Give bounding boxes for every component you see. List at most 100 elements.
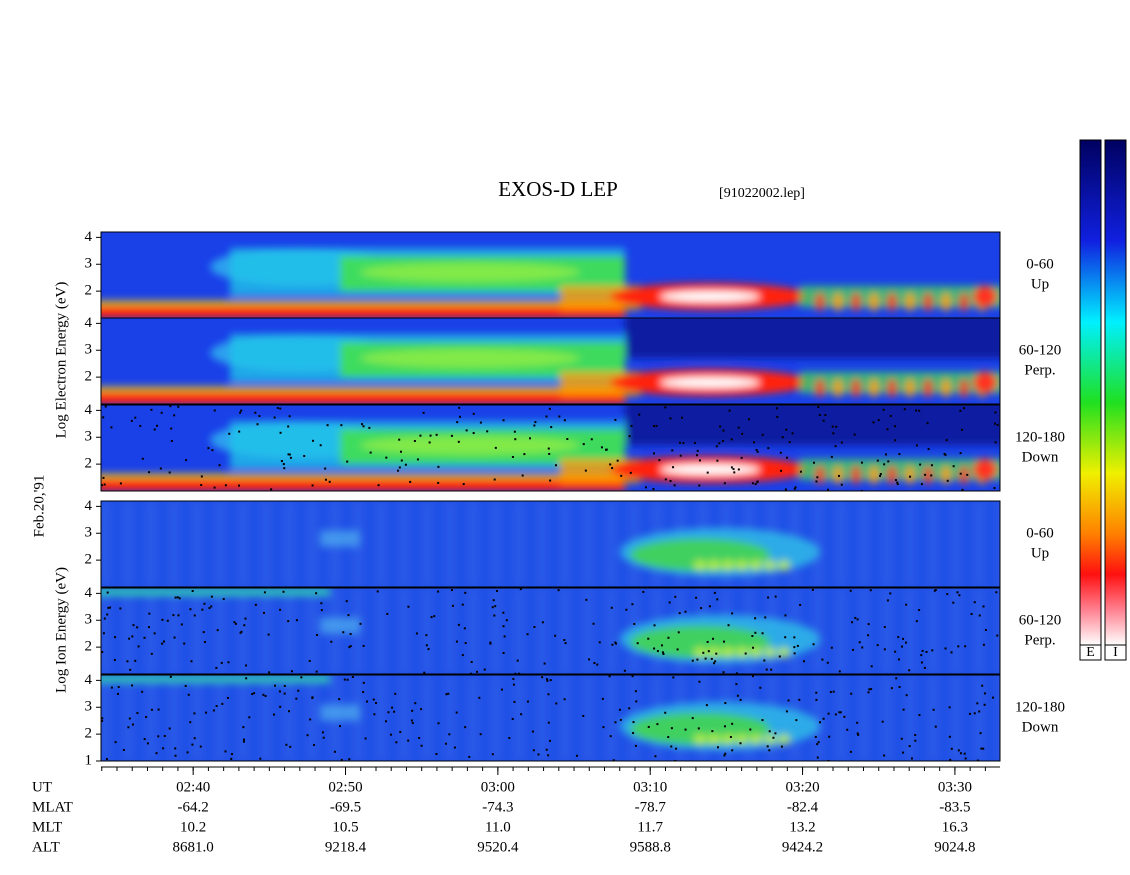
noise bbox=[670, 727, 673, 730]
noise bbox=[303, 454, 306, 457]
angle-label: 60-120 bbox=[1019, 612, 1062, 628]
spectrum-patch bbox=[952, 675, 960, 761]
color-bar-label-box bbox=[1104, 644, 1127, 661]
blobs bbox=[101, 248, 1000, 318]
noise bbox=[970, 612, 973, 615]
spectrum-patch bbox=[193, 675, 201, 761]
spectrum-patch bbox=[584, 675, 592, 761]
noise bbox=[668, 601, 671, 604]
noise bbox=[976, 759, 979, 761]
noise bbox=[283, 692, 286, 695]
noise bbox=[193, 712, 196, 715]
noise bbox=[288, 453, 291, 456]
noise bbox=[925, 650, 928, 653]
spectrum-patch bbox=[285, 588, 293, 674]
noise bbox=[494, 605, 497, 608]
noise bbox=[322, 736, 325, 739]
noise bbox=[351, 676, 354, 679]
noise bbox=[279, 431, 282, 434]
noise bbox=[672, 466, 675, 469]
noise bbox=[698, 680, 701, 683]
noise bbox=[463, 627, 466, 630]
spectrum-patch bbox=[216, 588, 224, 674]
noise bbox=[870, 665, 873, 668]
spectrum-patch bbox=[905, 378, 915, 398]
noise bbox=[982, 747, 985, 750]
noise bbox=[258, 415, 261, 418]
noise bbox=[102, 416, 105, 419]
noise bbox=[389, 733, 392, 736]
noise bbox=[369, 451, 372, 454]
noise bbox=[134, 416, 137, 419]
spectrum-patch bbox=[975, 675, 983, 761]
noise bbox=[723, 482, 726, 485]
spectrum-patch bbox=[708, 560, 720, 571]
row-label: UT bbox=[32, 779, 52, 795]
noise bbox=[670, 745, 673, 748]
spectrum-patch bbox=[239, 501, 247, 587]
noise bbox=[366, 700, 369, 703]
noise bbox=[897, 636, 900, 639]
noise bbox=[631, 603, 634, 606]
spectrum-patch bbox=[929, 501, 937, 587]
noise bbox=[731, 749, 734, 752]
spectrum-patch bbox=[923, 465, 933, 485]
noise bbox=[339, 725, 342, 728]
spectrum-patch bbox=[883, 501, 891, 587]
spectrum-patch bbox=[101, 675, 109, 761]
spectrum-patch bbox=[360, 435, 580, 455]
y-tick-label: 4 bbox=[85, 402, 93, 418]
noise bbox=[102, 632, 105, 635]
noise bbox=[695, 454, 698, 457]
noise bbox=[923, 666, 926, 669]
noise bbox=[375, 702, 378, 705]
noise bbox=[715, 652, 718, 655]
noise bbox=[326, 424, 329, 427]
spectrum-patch bbox=[625, 405, 1000, 446]
noise bbox=[518, 672, 521, 674]
spectrum-patch bbox=[320, 617, 360, 634]
noise bbox=[563, 419, 566, 422]
noise bbox=[372, 698, 375, 701]
noise bbox=[886, 599, 889, 602]
noise bbox=[464, 591, 467, 594]
noise bbox=[239, 631, 242, 634]
noise bbox=[893, 425, 896, 428]
noise bbox=[359, 622, 362, 625]
noise bbox=[283, 684, 286, 687]
noise bbox=[503, 635, 506, 638]
noise bbox=[905, 694, 908, 697]
noise bbox=[315, 592, 318, 595]
noise bbox=[131, 723, 134, 726]
noise bbox=[512, 677, 515, 680]
spectrum-patch bbox=[722, 734, 734, 745]
noise bbox=[712, 637, 715, 640]
spectrum-patch bbox=[469, 501, 477, 587]
panel-frame bbox=[100, 500, 1001, 588]
spectrum-patch bbox=[607, 675, 615, 761]
spectrum-patch bbox=[959, 292, 969, 312]
noise bbox=[516, 659, 519, 662]
noise bbox=[910, 757, 913, 760]
noise bbox=[592, 622, 595, 625]
y-tick-label: 1 bbox=[85, 752, 93, 768]
noise bbox=[201, 608, 204, 611]
noise bbox=[877, 419, 880, 422]
noise bbox=[213, 409, 216, 412]
noise bbox=[555, 702, 558, 705]
noise bbox=[772, 736, 775, 739]
noise bbox=[584, 469, 587, 472]
noise bbox=[519, 588, 522, 591]
spectrum-patch bbox=[285, 501, 293, 587]
spectrum-patch bbox=[929, 675, 937, 761]
noise bbox=[593, 662, 596, 665]
spectrum-patch bbox=[998, 675, 1000, 761]
noise bbox=[295, 619, 298, 622]
noise bbox=[534, 421, 537, 424]
noise bbox=[794, 486, 797, 489]
noise bbox=[664, 406, 667, 409]
noise bbox=[263, 591, 266, 594]
noise bbox=[610, 606, 613, 609]
noise bbox=[920, 654, 923, 657]
noise bbox=[456, 421, 459, 424]
